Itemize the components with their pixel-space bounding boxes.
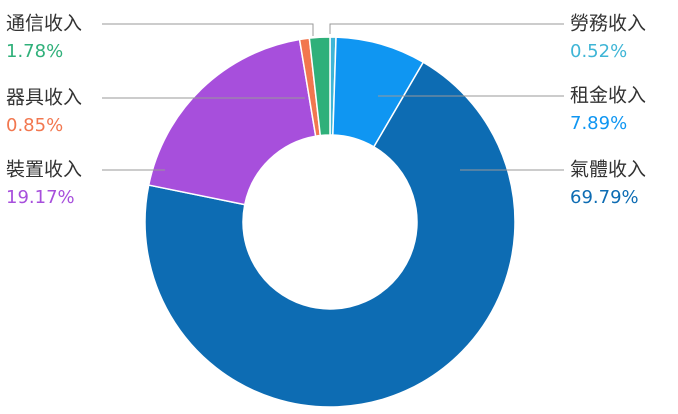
data-label: 19.17% (6, 187, 75, 208)
slice (147, 38, 317, 206)
legend-label: 裝置收入 (6, 159, 82, 181)
data-label: 69.79% (570, 187, 639, 208)
data-label: 1.78% (6, 41, 63, 62)
data-label: 0.52% (570, 41, 627, 62)
data-label: 7.89% (570, 113, 627, 134)
legend-label: 氣體收入 (570, 159, 646, 181)
legend-label: 勞務收入 (570, 13, 646, 35)
leader-line (102, 23, 314, 36)
leader-line (329, 23, 564, 34)
slice (308, 36, 331, 137)
legend-label: 通信收入 (6, 13, 82, 35)
data-label: 0.85% (6, 115, 63, 136)
legend-label: 租金收入 (570, 85, 646, 107)
legend-label: 器具收入 (6, 87, 82, 109)
slice (144, 61, 516, 408)
